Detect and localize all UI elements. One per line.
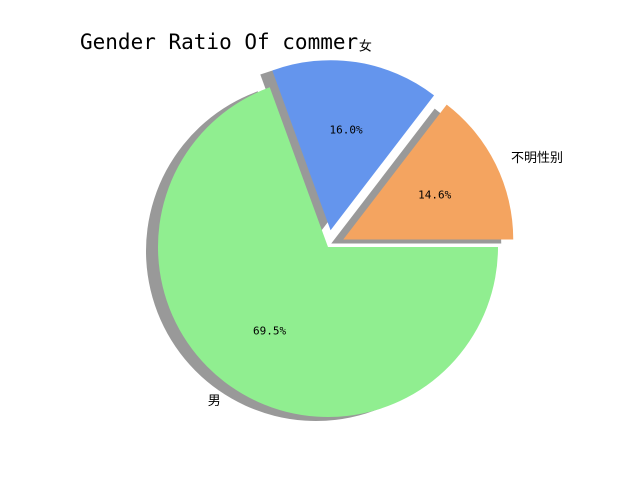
slice-percent-male: 69.5% [253, 325, 286, 338]
pie-slice-female [272, 60, 435, 231]
slice-label-unknown: 不明性别 [511, 151, 563, 166]
slice-labels: 14.6% 不明性别 16.0% 女 69.5% 男 [208, 38, 563, 409]
slice-percent-unknown: 14.6% [418, 188, 451, 201]
slice-label-female: 女 [359, 38, 372, 54]
pie-slice-unknown [343, 104, 514, 240]
pie-slices [158, 60, 514, 417]
slice-percent-female: 16.0% [329, 123, 362, 136]
pie-slice-male [158, 87, 498, 417]
chart-title: Gender Ratio Of commer [80, 30, 358, 54]
slice-label-male: 男 [208, 394, 221, 409]
